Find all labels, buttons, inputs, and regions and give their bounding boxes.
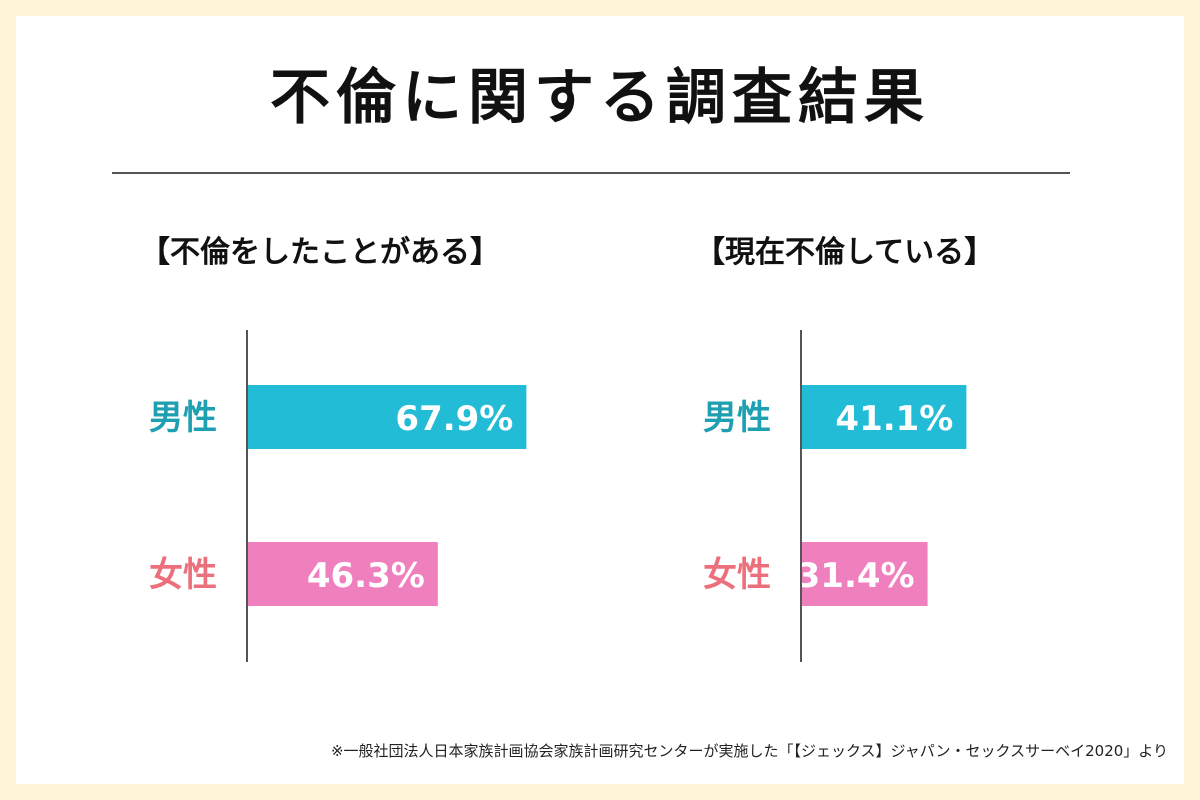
value-label-female: 46.3% (307, 556, 425, 596)
value-label-male: 67.9% (395, 399, 513, 439)
value-label-male: 41.1% (835, 399, 953, 439)
female-bar (802, 542, 928, 606)
category-label-female: 女性 (703, 555, 771, 595)
title-divider (112, 172, 1070, 174)
chart-currently-cheating: 【現在不倫している】男性 41.1% 女性 31.4% (695, 235, 994, 662)
chart-title: 【現在不倫している】 (695, 235, 994, 270)
page-title: 不倫に関する調査結果 (270, 63, 930, 133)
male-bar (802, 385, 967, 449)
value-label-female: 31.4% (797, 556, 915, 596)
chart-title: 【不倫をしたことがある】 (140, 235, 500, 270)
chart-ever-cheated: 【不倫をしたことがある】男性 67.9% 女性 46.3% (140, 235, 527, 662)
male-bar (248, 385, 527, 449)
category-label-male: 男性 (703, 398, 771, 438)
panel (16, 16, 1184, 784)
category-label-female: 女性 (149, 555, 217, 595)
category-label-male: 男性 (149, 398, 217, 438)
female-bar (248, 542, 438, 606)
source-footnote: ※一般社団法人日本家族計画協会家族計画研究センターが実施した「【ジェックス】ジャ… (330, 742, 1168, 760)
